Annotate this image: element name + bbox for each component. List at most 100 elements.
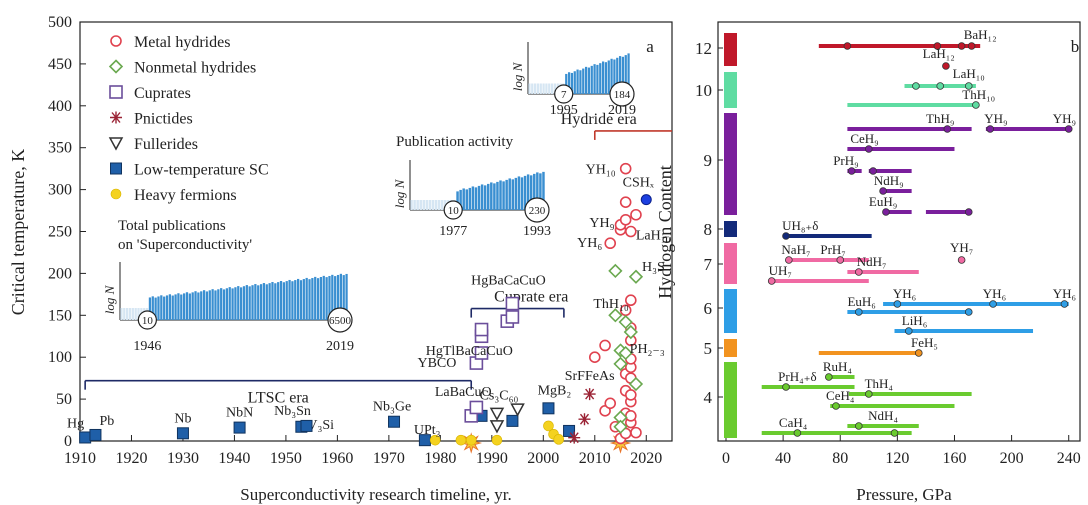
y-tick-label: 100 [48, 349, 72, 366]
inset-bar [487, 183, 490, 210]
data-point-low-temperature-sc [388, 415, 401, 428]
compound-label-prh: PrH₇ [820, 242, 845, 257]
compound-label-thh: ThH₁₀ [962, 87, 995, 102]
inset-bar [627, 53, 630, 94]
inset-year-label: 1946 [133, 339, 161, 354]
inset-bar [240, 287, 243, 320]
pressure-point [879, 187, 887, 195]
compound-label-yh: YH₆ [893, 286, 916, 301]
inset-bar [294, 280, 297, 320]
data-label-hgbacacuo: HgBaCaCuO [471, 274, 546, 289]
pressure-point [855, 268, 863, 276]
inset-bar [288, 279, 291, 320]
data-label-ph: PH₂₋₃ [630, 342, 665, 357]
inset-count-label: 10 [448, 205, 460, 217]
inset-bar [502, 181, 505, 210]
inset-bar [520, 177, 524, 210]
bar-euh: EuH₉ [869, 194, 912, 216]
pressure-point [1064, 125, 1073, 133]
compound-label-thh: ThH₄ [865, 376, 894, 391]
compound-label-ceh: CeH₉ [850, 131, 878, 146]
y-tick-label: 450 [48, 56, 72, 73]
y-tick-label: 150 [48, 307, 72, 324]
inset-bar [262, 283, 266, 320]
hydrogen-content-strip-10 [724, 72, 737, 108]
bar-yh: YH₆ YH₆ YH₆ [883, 286, 1076, 308]
inset-bar [180, 294, 183, 320]
data-point-nonmetal-hydrides [618, 345, 633, 361]
compound-label-yh: YH₇ [950, 240, 973, 255]
inset-bar [607, 60, 610, 94]
y-tick-label: 50 [56, 391, 72, 408]
inset-y-label: log N [510, 61, 525, 91]
data-point-low-temperature-sc [300, 419, 313, 432]
data-point-low-temperature-sc [233, 421, 246, 434]
inset-bar [214, 290, 217, 320]
data-point-nonmetal-hydrides [608, 308, 623, 323]
inset-bar [165, 295, 169, 320]
bar-ceh: CeH₉ [847, 131, 955, 153]
inset-bar [305, 277, 308, 320]
inset-bar [490, 182, 493, 210]
data-label-pb: Pb [99, 414, 114, 429]
inset-bar [428, 200, 432, 210]
compound-label-uh: UH₇ [769, 263, 792, 278]
inset-bar [134, 308, 137, 320]
data-point-nonmetal-hydrides [628, 269, 644, 284]
pressure-point [785, 256, 793, 264]
data-point-nonmetal-hydrides [613, 419, 628, 434]
bar-ndh: NdH₇ [847, 254, 919, 276]
pressure-point [957, 256, 966, 264]
inset-bar [616, 57, 619, 94]
y-tick-label: 300 [48, 182, 72, 199]
inset-bar [151, 296, 154, 320]
inset-bar [242, 286, 246, 320]
compound-label-lih: LiH₆ [902, 313, 927, 328]
data-point-pnictides [578, 413, 591, 426]
inset-bar [582, 68, 585, 94]
inset-bar [539, 173, 542, 210]
data-point-nonmetal-hydrides [618, 314, 633, 330]
inset-count-label: 6500 [329, 315, 352, 327]
data-point-low-temperature-sc [79, 431, 92, 444]
inset-bar [131, 308, 134, 320]
data-point-metal-hydrides [625, 389, 637, 401]
bar-ceh: CeH₄ [826, 388, 955, 410]
inset-bar [456, 191, 459, 210]
pressure-point [964, 208, 973, 216]
inset-bar [211, 289, 214, 320]
data-point-heavy-fermions [543, 420, 554, 432]
y-tick-label: 7 [704, 255, 713, 274]
inset-bar [419, 200, 422, 210]
y-tick-label: 9 [704, 151, 713, 170]
compound-label-ceh: CeH₄ [826, 388, 855, 403]
pressure-point [972, 101, 980, 109]
data-point-metal-hydrides [625, 225, 637, 238]
pressure-point [964, 308, 973, 316]
inset-bar [222, 289, 226, 320]
x-tick-label: 1930 [167, 450, 199, 467]
x-tick-label: 160 [942, 450, 966, 467]
inset-bar [416, 200, 419, 210]
x-tick-label: 2000 [527, 450, 559, 467]
x-tick-label: 1950 [270, 450, 302, 467]
inset-bar [529, 175, 533, 210]
inset-bar [154, 297, 157, 320]
y-tick-label: 250 [48, 224, 72, 241]
inset-bar [526, 174, 530, 210]
inset-bar [194, 291, 197, 320]
inset-bar [265, 284, 268, 320]
data-point-metal-hydrides [619, 196, 632, 208]
inset-bar [285, 281, 288, 320]
inset-bar [225, 288, 228, 320]
compound-label-yh: YH₆ [983, 286, 1006, 301]
inset-bar [314, 276, 317, 320]
compound-label-ruh: RuH₄ [823, 359, 853, 374]
bar-ndh: NdH₄ [847, 408, 919, 430]
bar-thh: ThH₄ [848, 376, 972, 398]
inset-bar [297, 278, 300, 320]
panel-letter-b: b [1071, 37, 1080, 56]
pressure-point [825, 373, 833, 381]
data-label-cs-c: Cs₃C₆₀ [480, 388, 519, 403]
data-point-pnictides [583, 388, 596, 401]
